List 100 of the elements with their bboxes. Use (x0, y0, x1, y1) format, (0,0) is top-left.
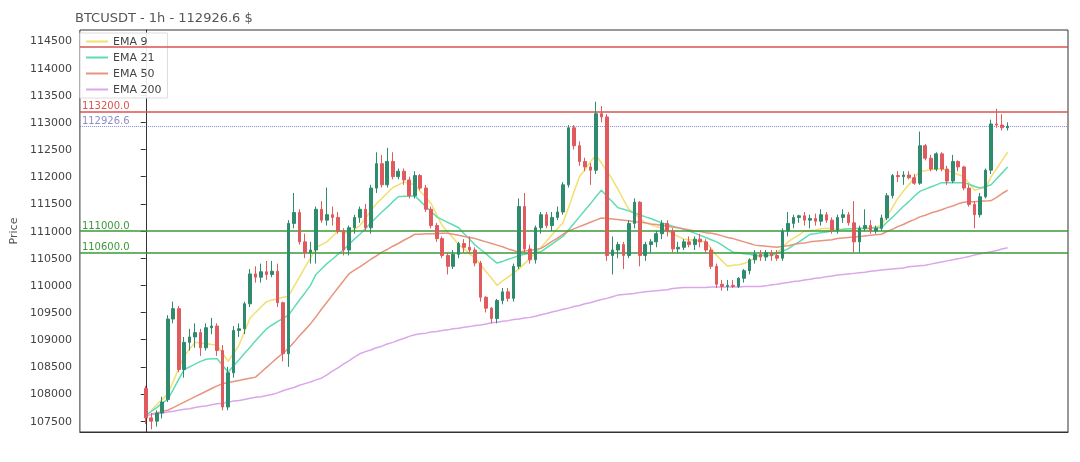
candlestick (226, 366, 230, 411)
candlestick (759, 249, 762, 262)
ref-line-label: 113200.0 (81, 99, 130, 111)
y-tick-label: 111000 (29, 224, 72, 238)
candlestick (676, 241, 680, 254)
candlestick (528, 244, 532, 265)
candlestick (396, 168, 400, 180)
y-tick-label: 108000 (29, 387, 72, 401)
candlestick (232, 325, 235, 379)
candlestick (698, 233, 702, 248)
candlestick (583, 157, 587, 172)
candlestick (567, 124, 570, 189)
candlestick (320, 200, 323, 224)
candlestick (720, 279, 724, 292)
candlestick (973, 200, 976, 229)
candlestick (682, 238, 686, 251)
y-tick-label: 112000 (29, 170, 72, 184)
candlestick (353, 214, 356, 235)
candlestick (473, 246, 477, 267)
candlestick (534, 225, 537, 265)
candlestick (643, 241, 647, 262)
candlestick (825, 211, 828, 224)
candlestick (880, 214, 883, 232)
candlestick (545, 211, 548, 229)
candlestick (177, 305, 181, 373)
candlestick (764, 249, 768, 262)
y-tick-label: 107500 (29, 414, 72, 428)
candlestick (193, 322, 197, 349)
candlestick (1006, 121, 1009, 131)
candlestick (874, 225, 878, 235)
candlestick (808, 214, 812, 229)
y-tick-label: 109500 (29, 305, 72, 319)
candlestick (627, 219, 631, 259)
candlestick (276, 263, 279, 308)
candlestick (369, 184, 373, 235)
candlestick (418, 173, 422, 191)
candlestick (248, 268, 252, 308)
candlestick (342, 227, 345, 256)
candlestick (204, 322, 208, 352)
candlestick (638, 200, 642, 267)
candlestick (462, 238, 466, 254)
chart-title: BTCUSDT - 1h - 112926.6 $ (75, 10, 253, 25)
candlestick (237, 322, 241, 338)
y-tick-label: 113500 (29, 88, 72, 102)
candlestick (847, 211, 850, 227)
candlestick (292, 192, 296, 229)
candlestick (550, 211, 554, 232)
legend-label: EMA 9 (113, 35, 148, 48)
candlestick (902, 170, 905, 186)
candlestick (517, 197, 521, 270)
candlestick (852, 200, 856, 254)
ref-line-label: 110600.0 (81, 241, 130, 253)
candlestick (325, 187, 329, 227)
candlestick (413, 170, 417, 199)
candlestick (594, 101, 598, 175)
y-axis-title: Price (7, 217, 20, 245)
candlestick (270, 260, 274, 278)
candlestick (1000, 113, 1004, 131)
candlestick (611, 235, 614, 275)
candlestick (380, 154, 384, 189)
candlestick (484, 295, 488, 313)
candlestick (869, 219, 872, 235)
candlestick (830, 216, 834, 235)
candlestick (215, 322, 219, 357)
candlestick (298, 208, 301, 246)
candlestick (243, 301, 246, 335)
candlestick (287, 219, 290, 368)
candlestick (347, 225, 351, 256)
candlestick (995, 108, 998, 129)
candlestick (715, 263, 718, 289)
candlestick (770, 249, 773, 262)
candlestick (479, 260, 482, 303)
candlestick (210, 317, 213, 335)
candlestick (182, 336, 186, 379)
candlestick (737, 276, 740, 289)
candlestick (364, 203, 367, 232)
y-tick-label: 109000 (29, 333, 72, 347)
y-tick-label: 110500 (29, 251, 72, 265)
candlestick (863, 208, 867, 232)
candlestick (923, 143, 927, 161)
candlestick (989, 119, 993, 175)
candlestick (457, 241, 460, 259)
candlestick (858, 225, 861, 254)
y-tick-label: 111500 (29, 197, 72, 211)
candlestick (391, 151, 395, 180)
candlestick (506, 287, 510, 303)
candlestick (665, 219, 669, 237)
candlestick (446, 252, 450, 275)
candlestick (978, 192, 982, 218)
candlestick (600, 105, 603, 123)
candlestick (221, 344, 224, 411)
candlestick (781, 227, 784, 262)
candlestick (885, 192, 889, 221)
candlestick (934, 151, 938, 172)
legend-label: EMA 21 (113, 51, 155, 64)
candlestick (803, 211, 806, 227)
candlestick (951, 154, 955, 184)
candlestick (358, 206, 362, 224)
y-tick-label: 113000 (29, 115, 72, 129)
candlestick (622, 241, 625, 270)
